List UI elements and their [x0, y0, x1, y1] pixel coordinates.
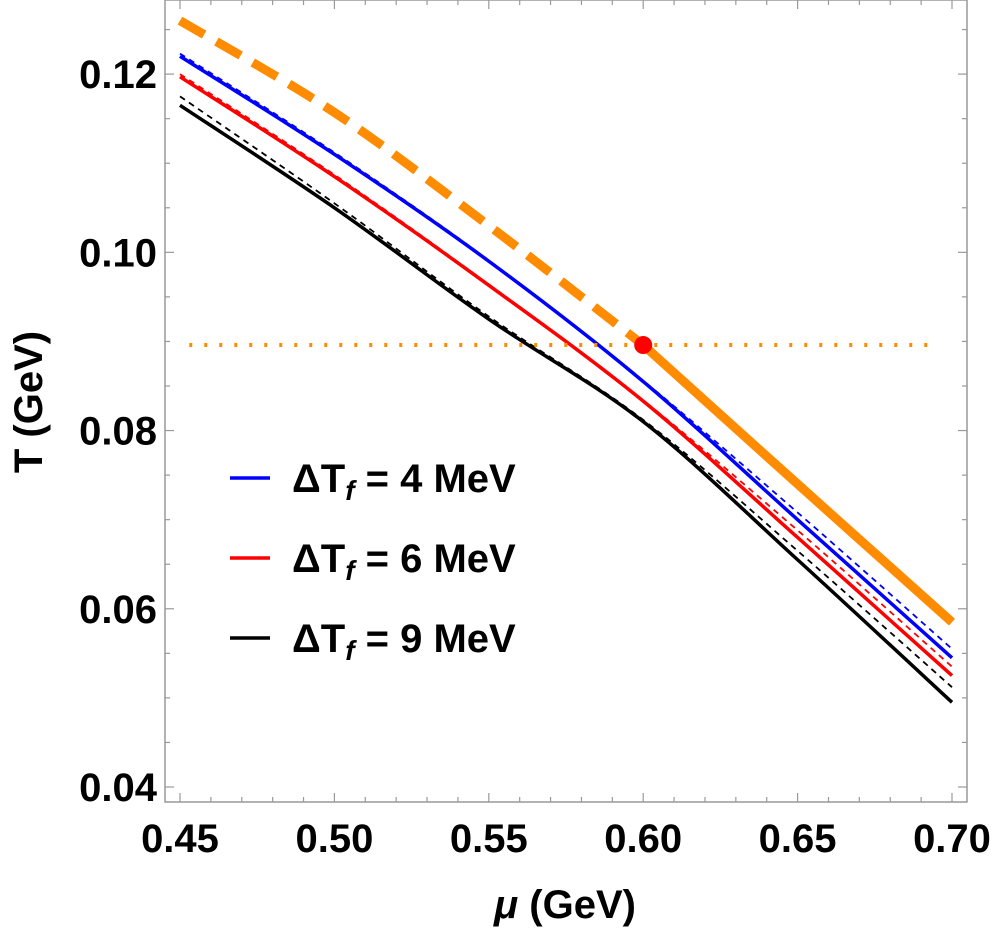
x-tick-label: 0.45 [141, 817, 219, 861]
x-tick-label: 0.70 [913, 817, 991, 861]
x-axis-symbol: μ [493, 883, 518, 927]
legend-label-suffix: = 6 MeV [355, 537, 517, 581]
legend-label: ΔTf = 4 MeV [292, 457, 516, 506]
y-tick-label: 0.12 [79, 53, 157, 97]
legend-label-suffix: = 4 MeV [355, 457, 517, 501]
y-tick-label: 0.06 [79, 588, 157, 632]
first-order-curve [640, 341, 956, 626]
reference-curve [179, 52, 953, 650]
legend-label-suffix: = 9 MeV [355, 617, 517, 661]
x-tick-label: 0.65 [759, 817, 837, 861]
plot-frame [164, 0, 968, 803]
x-axis-title: μ (GeV) [493, 883, 636, 927]
legend-label: ΔTf = 6 MeV [292, 537, 516, 586]
legend-label: ΔTf = 9 MeV [292, 617, 516, 666]
legend-item: ΔTf = 4 MeV [230, 457, 516, 506]
legend-label-subscript: f [345, 475, 357, 506]
x-tick-labels: 0.45 0.50 0.55 0.60 0.65 0.70 [141, 817, 991, 861]
y-axis-title: T (GeV) [7, 331, 51, 473]
legend-label-prefix: ΔT [292, 617, 345, 661]
series-line [179, 103, 954, 704]
legend-item: ΔTf = 6 MeV [230, 537, 516, 586]
legend-label-subscript: f [345, 635, 357, 666]
critical-point-marker [634, 336, 653, 355]
x-tick-label: 0.60 [604, 817, 682, 861]
plot-curves [177, 16, 956, 704]
series-line [179, 75, 954, 677]
axis-ticks [165, 0, 967, 802]
crossover-curve [177, 16, 646, 349]
x-tick-label: 0.50 [295, 817, 373, 861]
y-tick-label: 0.10 [79, 231, 157, 275]
y-tick-label: 0.08 [79, 410, 157, 454]
x-axis-unit: (GeV) [518, 883, 636, 927]
legend-label-subscript: f [345, 555, 357, 586]
series-line [179, 54, 954, 660]
y-tick-labels: 0.04 0.06 0.08 0.10 0.12 [79, 53, 158, 810]
legend-item: ΔTf = 9 MeV [230, 617, 516, 666]
legend-label-prefix: ΔT [292, 537, 345, 581]
legend-label-prefix: ΔT [292, 457, 345, 501]
legend: ΔTf = 4 MeV ΔTf = 6 MeV ΔTf = 9 MeV [230, 457, 516, 666]
y-tick-label: 0.04 [79, 766, 158, 810]
x-tick-label: 0.55 [450, 817, 528, 861]
